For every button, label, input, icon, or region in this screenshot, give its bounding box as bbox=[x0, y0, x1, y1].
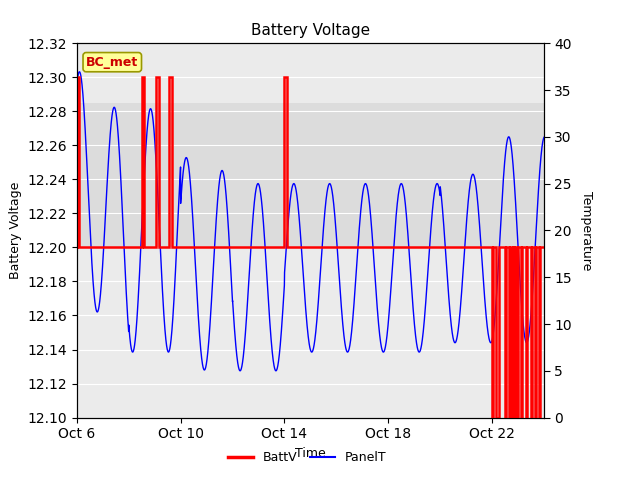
Y-axis label: Temperature: Temperature bbox=[580, 191, 593, 270]
Bar bbox=[77, 103, 544, 247]
Y-axis label: Battery Voltage: Battery Voltage bbox=[9, 182, 22, 279]
X-axis label: Time: Time bbox=[295, 447, 326, 460]
Legend: BattV, PanelT: BattV, PanelT bbox=[223, 446, 392, 469]
Text: BC_met: BC_met bbox=[86, 56, 138, 69]
Title: Battery Voltage: Battery Voltage bbox=[251, 23, 370, 38]
